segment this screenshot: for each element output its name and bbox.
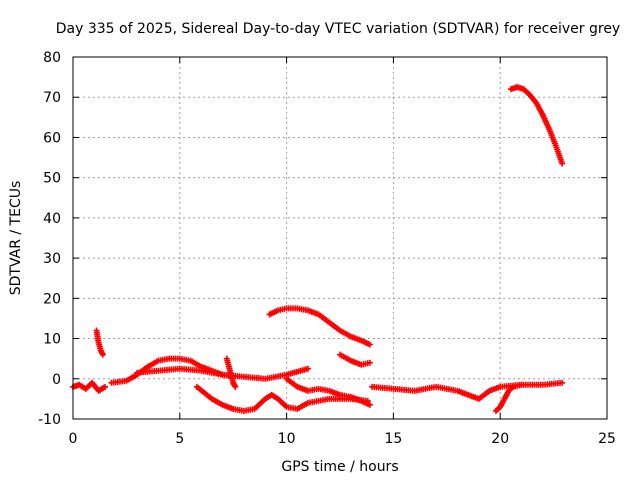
series-arc-night-high: [507, 84, 566, 167]
data-point: [518, 381, 525, 388]
data-point: [366, 341, 373, 348]
y-tick-label: 30: [43, 251, 61, 267]
data-point: [559, 160, 566, 167]
x-tick-label: 10: [278, 431, 296, 447]
x-tick-label: 0: [69, 431, 78, 447]
plot-frame: [72, 56, 608, 420]
data-point: [559, 379, 566, 386]
y-tick-label: 20: [43, 291, 61, 307]
series-arc-evening-band: [369, 379, 566, 402]
grid: [73, 57, 607, 419]
y-tick-label: -10: [38, 412, 61, 428]
y-tick-label: 0: [52, 372, 61, 388]
series-arc-morning-flat: [134, 365, 311, 382]
series-arc-midday-spike: [223, 355, 239, 390]
x-tick-label: 15: [384, 431, 402, 447]
y-tick-label: 60: [43, 130, 61, 146]
series-arc-afternoon-short: [337, 351, 373, 368]
data-point: [366, 401, 373, 408]
series-arc-early-west: [70, 379, 109, 394]
data-point: [99, 351, 106, 358]
y-tick-label: 70: [43, 90, 61, 106]
x-tick-label: 25: [598, 431, 616, 447]
series-arc-evening-dip: [492, 381, 525, 414]
y-tick-label: 80: [43, 50, 61, 66]
data-point: [366, 359, 373, 366]
x-tick-label: 20: [491, 431, 509, 447]
data-point: [232, 383, 239, 390]
data-point: [102, 383, 109, 390]
x-axis-label: GPS time / hours: [281, 459, 398, 475]
y-tick-label: 40: [43, 211, 61, 227]
y-tick-label: 50: [43, 171, 61, 187]
y-tick-label: 10: [43, 332, 61, 348]
series-arc-morning-hump: [108, 355, 237, 386]
series-arc-early-spike: [93, 327, 106, 358]
x-tick-label: 5: [175, 431, 184, 447]
axis-ticks: 0 5 10 15 20 25 -10 0 10 20 30 40 50 60 70 80: [38, 50, 616, 447]
data-point: [304, 365, 311, 372]
data-points: [70, 84, 566, 414]
y-axis-label: SDTVAR / TECUs: [8, 181, 24, 296]
series-arc-afternoon-bump: [266, 305, 373, 348]
chart-title: Day 335 of 2025, Sidereal Day-to-day VTE…: [56, 21, 620, 37]
series-arc-dip: [193, 383, 371, 414]
series-arc-afternoon-low: [283, 375, 373, 408]
